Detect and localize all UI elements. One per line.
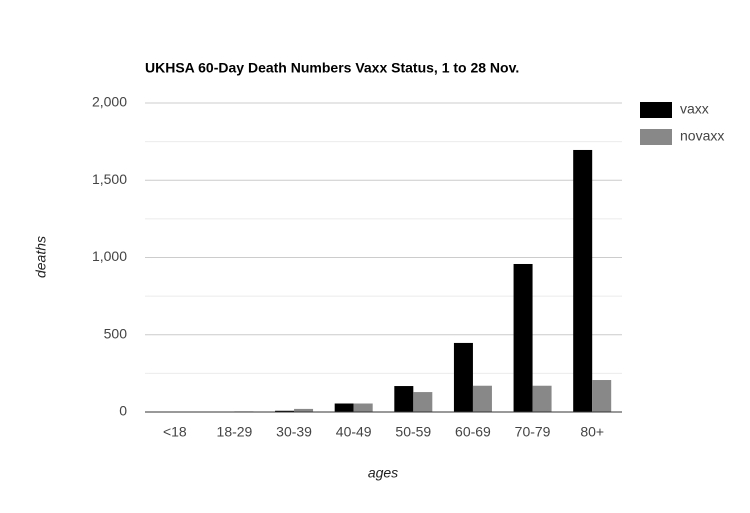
x-tick-label: 40-49: [336, 424, 372, 440]
legend-label: vaxx: [680, 101, 709, 117]
bar: [275, 410, 295, 412]
y-axis-title: deaths: [33, 236, 49, 278]
x-tick-label: 70-79: [515, 424, 551, 440]
x-tick-label: 60-69: [455, 424, 491, 440]
legend-swatch: [640, 102, 672, 118]
y-tick-label: 0: [119, 403, 127, 419]
bar: [532, 385, 552, 412]
bar: [334, 403, 354, 412]
x-tick-label: <18: [163, 424, 187, 440]
x-tick-label: 30-39: [276, 424, 312, 440]
y-tick-label: 2,000: [92, 94, 127, 110]
x-tick-label: 18-29: [217, 424, 253, 440]
bar: [394, 386, 414, 412]
x-axis-title: ages: [368, 465, 398, 481]
bar: [294, 408, 314, 412]
bar: [472, 385, 492, 412]
bar: [573, 149, 593, 412]
bar: [513, 263, 533, 412]
x-tick-label: 80+: [580, 424, 604, 440]
bar: [592, 380, 612, 412]
y-tick-label: 1,500: [92, 171, 127, 187]
x-tick-label: 50-59: [395, 424, 431, 440]
legend-label: novaxx: [680, 128, 724, 144]
bar: [413, 392, 433, 412]
y-tick-label: 1,000: [92, 248, 127, 264]
y-tick-label: 500: [104, 325, 128, 341]
chart-title: UKHSA 60-Day Death Numbers Vaxx Status, …: [145, 60, 519, 76]
bar: [453, 342, 473, 412]
bar: [353, 403, 373, 412]
legend-swatch: [640, 129, 672, 145]
